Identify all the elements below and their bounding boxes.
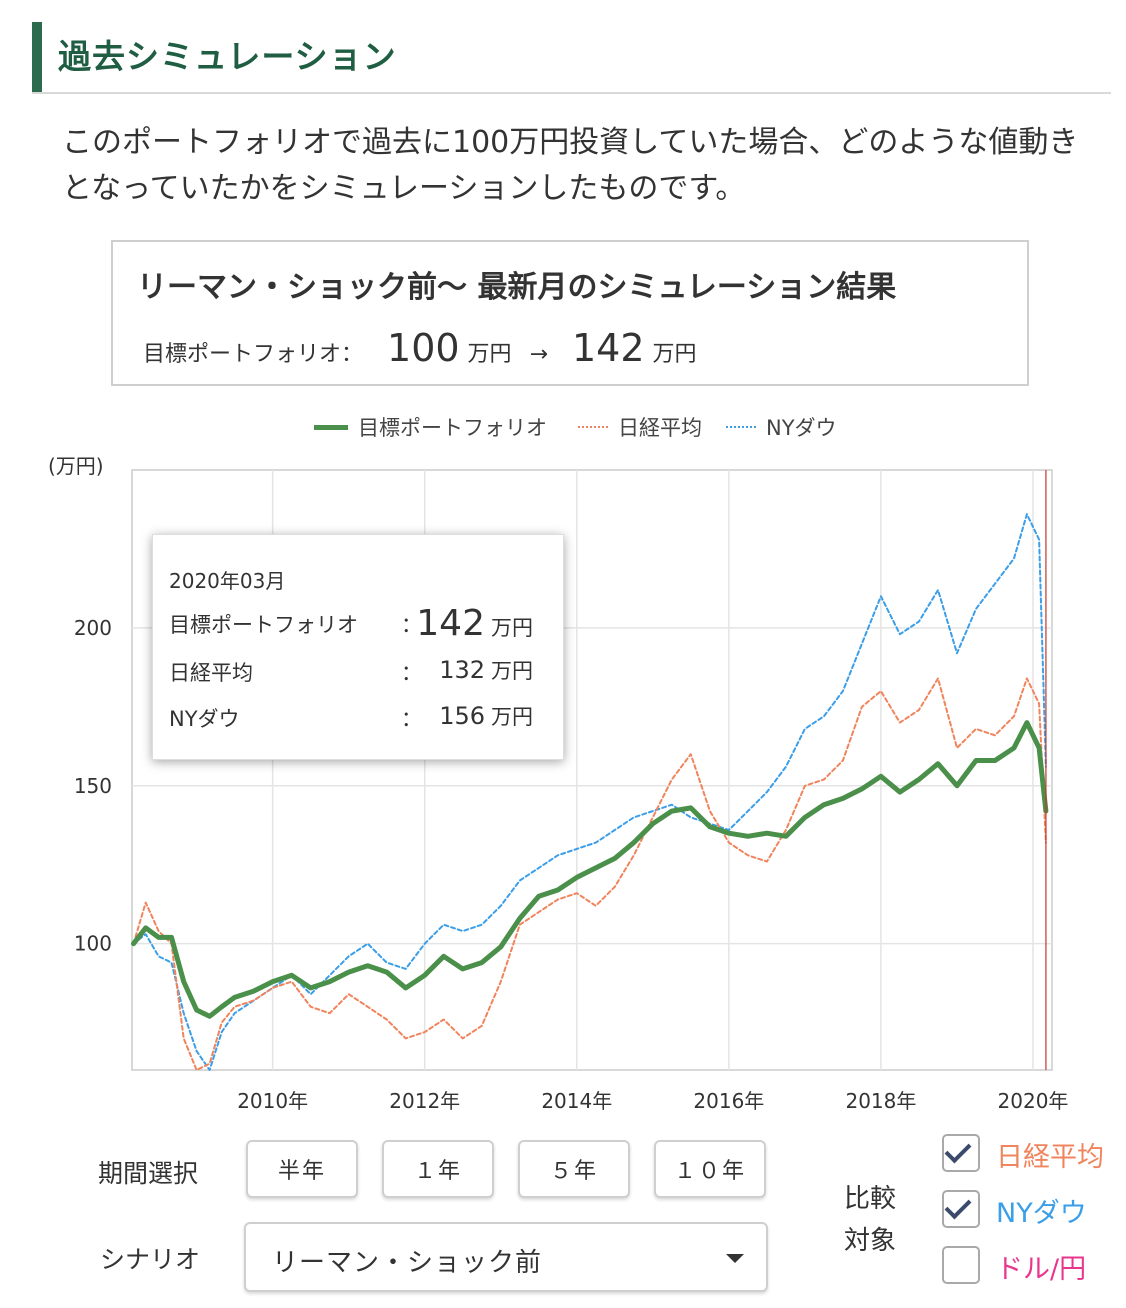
tooltip-name-portfolio: 目標ポートフォリオ xyxy=(169,613,358,637)
x-tick-label: 2018年 xyxy=(845,1089,916,1113)
y-tick-label: 200 xyxy=(74,616,112,640)
result-arrow: → xyxy=(529,342,548,367)
scenario-label: シナリオ xyxy=(100,1245,201,1274)
result-end-unit: 万円 xyxy=(652,342,697,367)
tooltip-colon: ： xyxy=(401,707,422,731)
compare-target-label: 比較 対象 xyxy=(844,1178,896,1262)
tooltip-unit-portfolio: 万円 xyxy=(491,616,533,640)
checkmark-icon xyxy=(944,1136,972,1164)
compare-label-line1: 比較 xyxy=(844,1184,897,1214)
caret-down-icon xyxy=(726,1254,744,1263)
tooltip-name-nikkei: 日経平均 xyxy=(169,661,253,685)
tooltip-row-nikkei: 日経平均 ： 132 万円 xyxy=(169,655,549,687)
section-accent-bar xyxy=(32,22,42,92)
tooltip-number-nydow: 156 xyxy=(439,702,485,730)
checkbox-usdjpy[interactable] xyxy=(942,1246,980,1284)
period-10-year-button[interactable]: １０年 xyxy=(654,1140,766,1198)
compare-label-nikkei[interactable]: 日経平均 xyxy=(996,1142,1104,1173)
legend-swatch-nydow xyxy=(726,426,756,428)
chart-legend: 目標ポートフォリオ 日経平均 NYダウ xyxy=(0,412,1126,442)
legend-label-portfolio: 目標ポートフォリオ xyxy=(358,416,547,440)
y-tick-label: 150 xyxy=(74,774,112,798)
result-summary-box: リーマン・ショック前〜 最新月のシミュレーション結果 目標ポートフォリオ： 10… xyxy=(111,240,1029,386)
tooltip-row-nydow: NYダウ ： 156 万円 xyxy=(169,701,549,733)
period-half-year-button[interactable]: 半年 xyxy=(246,1140,358,1198)
tooltip-number-nikkei: 132 xyxy=(439,656,485,684)
x-tick-label: 2020年 xyxy=(998,1089,1069,1113)
result-line: 目標ポートフォリオ： 100 万円 → 142 万円 xyxy=(143,326,697,370)
tooltip-value-nikkei: 132 万円 xyxy=(439,655,533,685)
tooltip-date: 2020年03月 xyxy=(169,569,286,593)
result-title: リーマン・ショック前〜 最新月のシミュレーション結果 xyxy=(137,270,897,305)
checkmark-icon xyxy=(944,1192,972,1220)
legend-label-nikkei: 日経平均 xyxy=(618,416,702,440)
tooltip-colon: ： xyxy=(401,613,422,637)
result-start-unit: 万円 xyxy=(467,342,512,367)
period-5-year-button[interactable]: ５年 xyxy=(518,1140,630,1198)
result-label: 目標ポートフォリオ： xyxy=(143,342,364,367)
x-tick-label: 2016年 xyxy=(693,1089,764,1113)
legend-label-nydow: NYダウ xyxy=(766,416,837,440)
y-axis-unit-label: (万円) xyxy=(48,454,104,478)
tooltip-name-nydow: NYダウ xyxy=(169,707,240,731)
x-tick-label: 2010年 xyxy=(237,1089,308,1113)
legend-item-nikkei[interactable]: 日経平均 xyxy=(578,412,702,442)
period-1-year-button[interactable]: １年 xyxy=(382,1140,494,1198)
compare-label-line2: 対象 xyxy=(844,1226,897,1256)
tooltip-number-portfolio: 142 xyxy=(416,603,485,644)
compare-label-nydow[interactable]: NYダウ xyxy=(996,1198,1087,1229)
scenario-selected-value: リーマン・ショック前 xyxy=(272,1248,543,1278)
y-tick-label: 100 xyxy=(74,932,112,956)
tooltip-unit-nydow: 万円 xyxy=(491,705,533,729)
legend-item-portfolio[interactable]: 目標ポートフォリオ xyxy=(314,412,547,442)
compare-label-usdjpy[interactable]: ドル/円 xyxy=(996,1254,1087,1285)
x-tick-label: 2014年 xyxy=(541,1089,612,1113)
series-line-portfolio xyxy=(131,720,1049,1019)
result-start-value: 100 xyxy=(387,326,460,370)
legend-item-nydow[interactable]: NYダウ xyxy=(726,412,837,442)
legend-swatch-portfolio xyxy=(314,424,348,430)
checkbox-nikkei[interactable] xyxy=(942,1134,980,1172)
x-tick-label: 2012年 xyxy=(389,1089,460,1113)
tooltip-row-portfolio: 目標ポートフォリオ ： 142 万円 xyxy=(169,603,549,647)
legend-swatch-nikkei xyxy=(578,426,608,428)
scenario-select[interactable]: リーマン・ショック前 xyxy=(244,1222,768,1292)
series-line-nydow xyxy=(132,513,1047,1071)
tooltip-value-nydow: 156 万円 xyxy=(439,701,533,731)
tooltip-value-portfolio: 142 万円 xyxy=(416,603,533,644)
period-select-label: 期間選択 xyxy=(98,1159,199,1188)
section-header: 過去シミュレーション xyxy=(32,22,1111,94)
series-line-nikkei xyxy=(132,677,1047,1071)
tooltip-colon: ： xyxy=(401,661,422,685)
intro-text: このポートフォリオで過去に100万円投資していた場合、どのような値動きとなってい… xyxy=(62,125,1079,206)
tooltip-unit-nikkei: 万円 xyxy=(491,659,533,683)
result-end-value: 142 xyxy=(572,326,645,370)
chart-tooltip: 2020年03月 目標ポートフォリオ ： 142 万円 日経平均 ： 132 万… xyxy=(152,534,564,760)
checkbox-nydow[interactable] xyxy=(942,1190,980,1228)
section-title: 過去シミュレーション xyxy=(58,37,397,76)
